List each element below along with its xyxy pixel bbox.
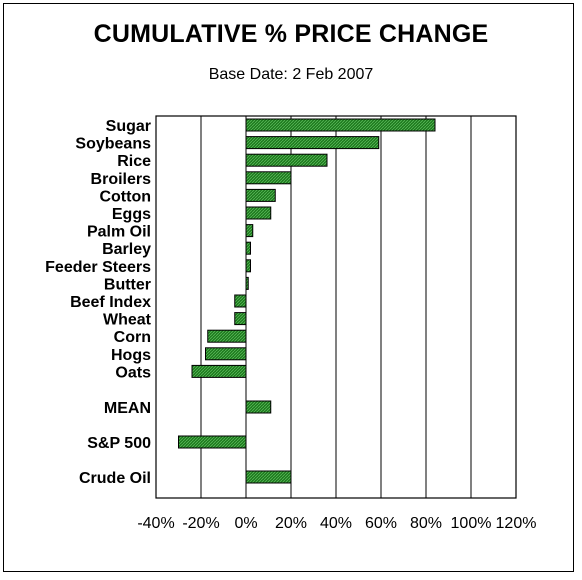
chart-subtitle: Base Date: 2 Feb 2007 — [208, 66, 374, 83]
category-label: Soybeans — [75, 136, 151, 153]
tick-labels: -40% -20% 0% 20% 40% 60% 80% 100% 120% — [137, 515, 536, 532]
category-label: Beef Index — [70, 294, 151, 311]
x-tick-label: 0% — [234, 515, 257, 532]
category-label: Sugar — [106, 118, 151, 135]
category-labels: SugarSoybeansRiceBroilersCottonEggsPalm … — [45, 118, 152, 487]
x-tick-label: 40% — [320, 515, 352, 532]
category-label: Butter — [104, 276, 151, 293]
category-label: Corn — [114, 329, 151, 346]
category-label: Wheat — [103, 312, 152, 329]
bar-s-p-500 — [178, 435, 247, 449]
x-tick-label: 80% — [410, 515, 442, 532]
chart-title: CUMULATIVE % PRICE CHANGE — [93, 20, 489, 48]
category-label: Rice — [117, 153, 151, 170]
bar-palm-oil — [245, 224, 254, 238]
x-tick-label: 100% — [451, 515, 492, 532]
bar-eggs — [245, 206, 272, 220]
bar-mean — [245, 400, 272, 414]
x-tick-label: 20% — [275, 515, 307, 532]
plot-area — [155, 115, 517, 499]
category-label: Eggs — [112, 206, 151, 223]
x-tick-label: 60% — [365, 515, 397, 532]
category-label: Cotton — [99, 188, 151, 205]
category-label: Crude Oil — [79, 470, 151, 487]
category-label: Palm Oil — [87, 224, 151, 241]
x-tick-label: -40% — [137, 515, 174, 532]
bar-oats — [191, 364, 247, 378]
chart-frame — [3, 3, 574, 572]
bars — [178, 118, 436, 484]
category-label: Barley — [102, 241, 151, 258]
bar-sugar — [245, 118, 436, 132]
category-label: Broilers — [91, 171, 152, 188]
bar-broilers — [245, 171, 292, 185]
bar-feeder-steers — [245, 259, 251, 273]
bar-soybeans — [245, 136, 380, 150]
bar-corn — [207, 329, 247, 343]
category-label: Oats — [115, 364, 151, 381]
bar-wheat — [234, 312, 247, 326]
category-label: Hogs — [111, 347, 151, 364]
category-label: Feeder Steers — [45, 259, 151, 276]
category-label: MEAN — [104, 400, 151, 417]
bar-hogs — [205, 347, 247, 361]
x-tick-label: 120% — [496, 515, 537, 532]
bar-butter — [245, 276, 249, 290]
bar-rice — [245, 153, 328, 167]
bar-beef-index — [234, 294, 247, 308]
bar-barley — [245, 241, 251, 255]
category-label: S&P 500 — [87, 435, 151, 452]
x-tick-label: -20% — [182, 515, 219, 532]
bar-cotton — [245, 188, 276, 202]
bar-crude-oil — [245, 470, 292, 484]
